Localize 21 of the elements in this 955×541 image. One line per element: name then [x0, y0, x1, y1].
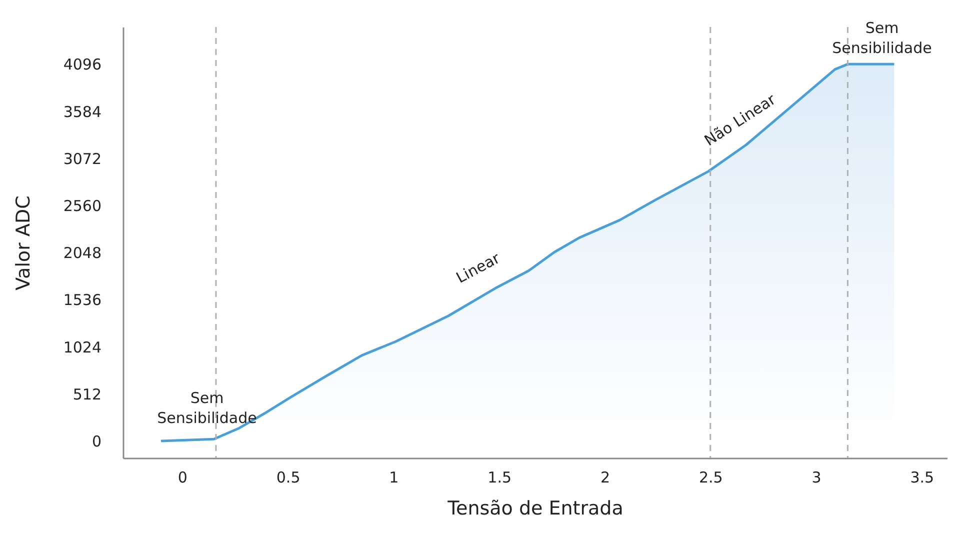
x-tick-label: 2.5 [698, 468, 723, 486]
y-tick-label: 4096 [63, 56, 102, 74]
annotation: Sem Sensibilidade [157, 389, 257, 427]
y-tick-label: 512 [72, 385, 102, 404]
annotation: Sem Sensibilidade [832, 19, 932, 57]
x-tick-label: 0.5 [276, 468, 300, 486]
y-tick-label: 3584 [63, 102, 102, 121]
y-tick-label: 1536 [63, 291, 102, 310]
y-tick-label: 1024 [63, 338, 102, 356]
y-axis-title: Valor ADC [12, 196, 34, 290]
x-tick-label: 0 [178, 468, 188, 486]
x-axis-title: Tensão de Entrada [446, 498, 624, 520]
y-tick-label: 2048 [63, 244, 102, 262]
x-tick-label: 1.5 [488, 468, 512, 486]
x-tick-label: 3.5 [910, 468, 934, 486]
x-tick-label: 2 [600, 468, 610, 486]
y-tick-label: 3072 [63, 150, 102, 168]
y-tick-label: 2560 [63, 196, 102, 215]
x-tick-label: 1 [389, 468, 399, 486]
y-tick-label: 0 [92, 432, 102, 450]
x-tick-label: 3 [812, 468, 822, 486]
